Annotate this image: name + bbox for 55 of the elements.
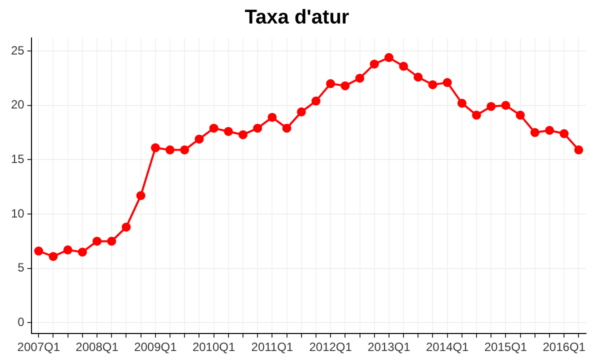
x-tick-label: 2016Q1 <box>542 340 586 354</box>
x-tick-label: 2011Q1 <box>251 340 294 354</box>
x-tick-label: 2009Q1 <box>134 340 178 354</box>
point <box>516 110 525 120</box>
point <box>238 130 248 140</box>
point <box>326 79 336 88</box>
point <box>442 78 452 88</box>
point <box>78 248 87 257</box>
x-tick-label: 2010Q1 <box>192 340 236 354</box>
point <box>194 134 204 144</box>
point <box>384 53 394 62</box>
point <box>530 128 540 138</box>
point <box>355 74 364 83</box>
y-tick-label: 25 <box>10 43 25 58</box>
y-tick-label: 15 <box>10 152 25 166</box>
point <box>180 145 190 154</box>
point <box>122 222 131 232</box>
point <box>296 107 306 116</box>
x-tick-label: 2007Q1 <box>17 340 60 354</box>
point <box>92 236 102 246</box>
point <box>501 100 510 110</box>
y-tick-label: 5 <box>18 260 25 275</box>
point <box>340 81 350 90</box>
point <box>545 126 554 135</box>
point <box>414 72 423 82</box>
point <box>560 129 569 138</box>
point <box>34 246 44 256</box>
point <box>472 110 482 120</box>
point <box>486 102 496 111</box>
y-tick-label: 0 <box>18 315 25 330</box>
point <box>63 245 72 254</box>
point <box>253 124 262 133</box>
point <box>150 143 160 152</box>
point <box>209 124 218 133</box>
point <box>224 126 233 136</box>
point <box>48 252 58 261</box>
point <box>166 145 175 154</box>
point <box>107 236 116 246</box>
point <box>457 98 466 108</box>
point <box>399 62 408 71</box>
x-tick-label: 2012Q1 <box>309 340 352 354</box>
x-tick-label: 2015Q1 <box>484 340 528 354</box>
point <box>428 80 438 90</box>
point <box>370 60 379 69</box>
x-tick-label: 2008Q1 <box>76 340 119 354</box>
chart-title: Taxa d'atur <box>244 6 350 29</box>
y-tick-label: 10 <box>10 206 25 220</box>
point <box>268 112 277 122</box>
point <box>311 96 320 106</box>
point <box>574 145 584 154</box>
point <box>136 191 146 200</box>
x-tick-label: 2013Q1 <box>368 340 411 354</box>
y-tick-label: 20 <box>10 98 25 112</box>
x-tick-label: 2014Q1 <box>426 340 470 354</box>
point <box>282 124 292 133</box>
